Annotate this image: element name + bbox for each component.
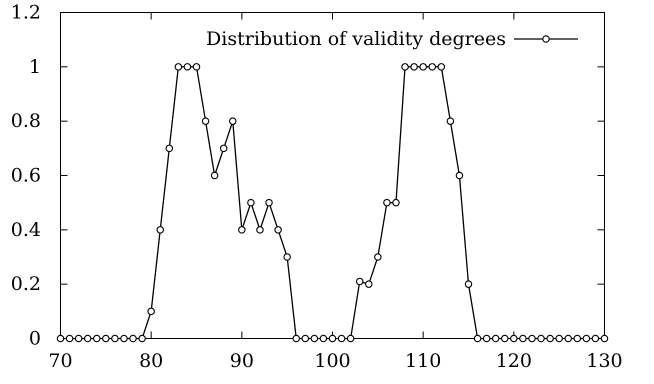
data-point (537, 334, 545, 343)
x-tick-label: 80 (139, 350, 163, 372)
data-point (582, 334, 591, 343)
data-point (573, 334, 582, 343)
tick-marks (60, 12, 605, 339)
data-point (111, 334, 119, 343)
data-point (383, 198, 391, 207)
data-point (138, 334, 146, 343)
x-tick-label: 100 (314, 350, 350, 372)
data-point (510, 334, 518, 343)
legend-marker (542, 35, 550, 43)
data-point (428, 63, 436, 71)
data-point (346, 334, 355, 343)
data-point (102, 334, 110, 343)
data-point (201, 117, 210, 125)
data-point (65, 334, 74, 343)
data-point (210, 171, 219, 180)
y-tick-label: 1.2 (11, 2, 41, 24)
data-point (392, 198, 400, 207)
data-point (165, 144, 174, 153)
data-points (56, 63, 609, 343)
legend: Distribution of validity degrees (206, 28, 578, 50)
data-point (147, 307, 155, 316)
data-point (437, 63, 446, 71)
data-point (93, 334, 101, 343)
data-point (310, 334, 319, 343)
data-point (129, 334, 137, 343)
y-tick-label: 0 (29, 328, 41, 350)
y-tick-labels: 0 0.2 0.4 0.6 0.8 1 1.2 (11, 2, 41, 350)
data-point (546, 334, 554, 343)
data-point (337, 334, 346, 343)
data-point (482, 334, 491, 343)
data-point (455, 171, 464, 180)
x-tick-label: 70 (48, 350, 72, 372)
data-point (528, 334, 536, 343)
x-tick-label: 130 (586, 350, 622, 372)
data-point (229, 117, 237, 125)
data-point (519, 334, 527, 343)
y-tick-label: 0.6 (11, 165, 41, 187)
data-point (247, 198, 255, 207)
data-point (265, 198, 273, 207)
y-tick-label: 0.8 (11, 110, 41, 132)
y-tick-label: 0.2 (11, 273, 41, 295)
data-point (83, 334, 92, 343)
data-point (319, 334, 328, 343)
data-point (328, 334, 337, 343)
data-point (120, 334, 128, 343)
data-point (256, 226, 264, 234)
data-point (355, 277, 364, 286)
data-point (219, 144, 228, 153)
data-point (56, 334, 65, 343)
series-line (60, 66, 605, 340)
data-point (365, 280, 373, 288)
data-point (555, 334, 563, 343)
data-point (410, 63, 418, 71)
data-point (183, 63, 192, 71)
data-point (564, 334, 572, 343)
data-point (283, 253, 291, 261)
data-point (501, 334, 509, 343)
x-tick-label: 110 (405, 350, 441, 372)
legend-label: Distribution of validity degrees (206, 28, 506, 50)
y-tick-label: 0.4 (11, 219, 41, 241)
plot-frame (60, 12, 605, 339)
data-point (401, 63, 409, 71)
data-point (591, 334, 600, 343)
data-point (292, 334, 300, 343)
x-tick-label: 90 (230, 350, 254, 372)
data-point (491, 334, 500, 343)
data-point (74, 334, 83, 343)
x-tick-labels: 70 80 90 100 110 120 130 (48, 350, 622, 372)
data-point (374, 253, 382, 261)
data-point (600, 334, 609, 343)
data-point (238, 226, 246, 234)
data-point (419, 63, 427, 71)
data-point (192, 63, 201, 71)
data-point (473, 334, 482, 343)
data-point (301, 334, 310, 343)
x-tick-label: 120 (496, 350, 532, 372)
data-point (464, 280, 473, 288)
data-point (156, 226, 164, 234)
y-tick-label: 1 (29, 56, 41, 78)
data-point (274, 226, 282, 234)
data-point (446, 117, 455, 125)
data-point (174, 63, 183, 71)
